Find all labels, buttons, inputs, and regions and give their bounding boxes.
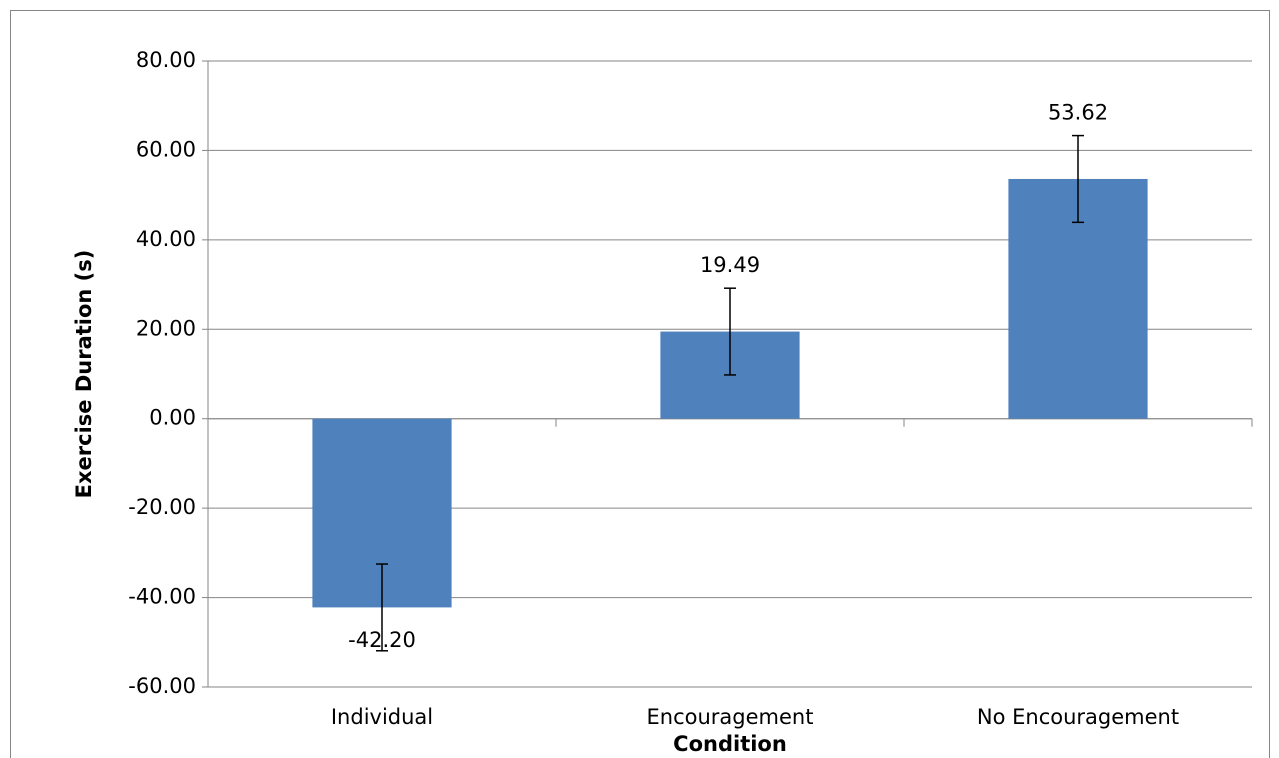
- y-tick-label: -60.00: [128, 674, 196, 698]
- chart-frame: [10, 10, 1270, 758]
- data-label: -42.20: [348, 628, 416, 652]
- data-label: 19.49: [700, 253, 760, 277]
- x-tick-label: Individual: [331, 705, 433, 729]
- y-tick-label: 0.00: [149, 406, 196, 430]
- y-axis-title: Exercise Duration (s): [72, 250, 96, 499]
- data-label: 53.62: [1048, 101, 1108, 125]
- y-tick-label: -40.00: [128, 585, 196, 609]
- y-tick-label: 60.00: [136, 137, 196, 161]
- y-tick-label: 40.00: [136, 227, 196, 251]
- y-tick-label: -20.00: [128, 495, 196, 519]
- x-tick-label: Encouragement: [647, 705, 814, 729]
- x-axis-title: Condition: [673, 732, 787, 756]
- x-tick-label: No Encouragement: [977, 705, 1179, 729]
- y-tick-label: 20.00: [136, 316, 196, 340]
- y-tick-label: 80.00: [136, 48, 196, 72]
